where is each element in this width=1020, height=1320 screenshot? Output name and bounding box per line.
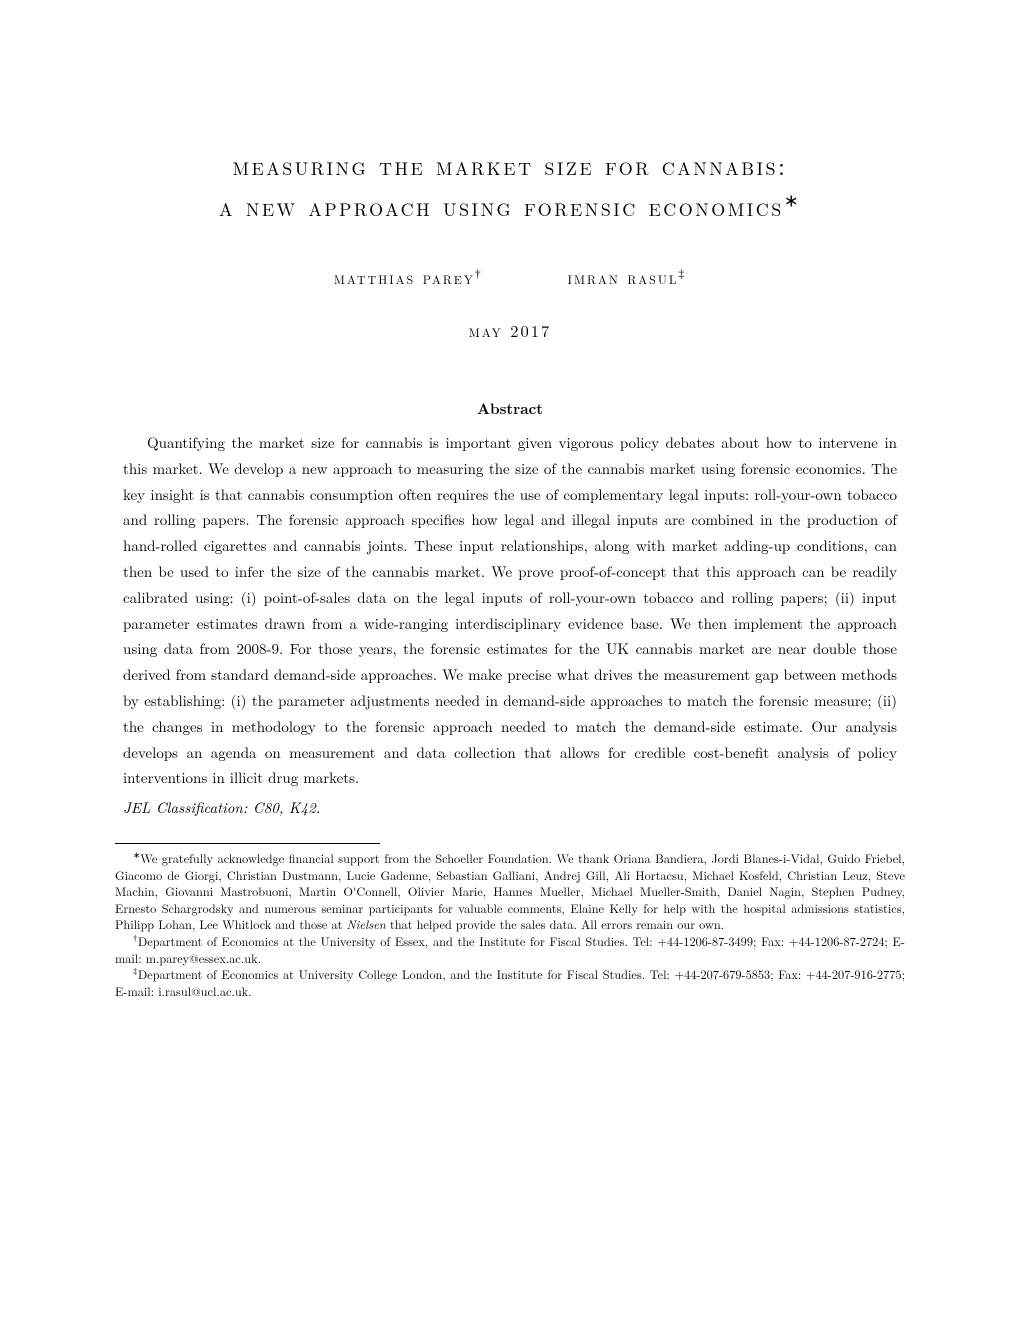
paper-title: measuring the market size for cannabis: … xyxy=(115,145,905,228)
title-line-1: measuring the market size for cannabis: xyxy=(233,148,788,183)
author-2: imran rasul xyxy=(568,265,679,289)
footnote-author-2: ‡Department of Economics at University C… xyxy=(115,966,905,999)
footnote-1-text-b: that helped provide the sales data. All … xyxy=(386,915,724,933)
abstract-heading: Abstract xyxy=(115,398,905,420)
author-1: matthias parey xyxy=(334,265,475,289)
title-footnote-marker: ∗ xyxy=(784,191,801,211)
footnote-rule xyxy=(115,843,380,844)
footnote-author-1: †Department of Economics at the Universi… xyxy=(115,933,905,966)
paper-date: may 2017 xyxy=(115,319,905,343)
author-1-marker: † xyxy=(475,268,483,280)
abstract-body: Quantifying the market size for cannabis… xyxy=(123,430,897,791)
date-month: may xyxy=(469,318,511,342)
author-line: matthias parey† imran rasul‡ xyxy=(115,266,905,290)
author-2-marker: ‡ xyxy=(678,268,686,280)
footnote-1-italic: Nielsen xyxy=(347,915,386,933)
footnote-acknowledgements: ∗We gratefully acknowledge financial sup… xyxy=(115,850,905,933)
footnote-3-text: Department of Economics at University Co… xyxy=(115,965,905,1000)
footnote-2-text: Department of Economics at the Universit… xyxy=(115,932,905,967)
jel-classification: JEL Classification: C80, K42. xyxy=(123,797,897,819)
date-year: 2017 xyxy=(510,318,551,342)
title-line-2: a new approach using forensic economics xyxy=(219,189,784,224)
